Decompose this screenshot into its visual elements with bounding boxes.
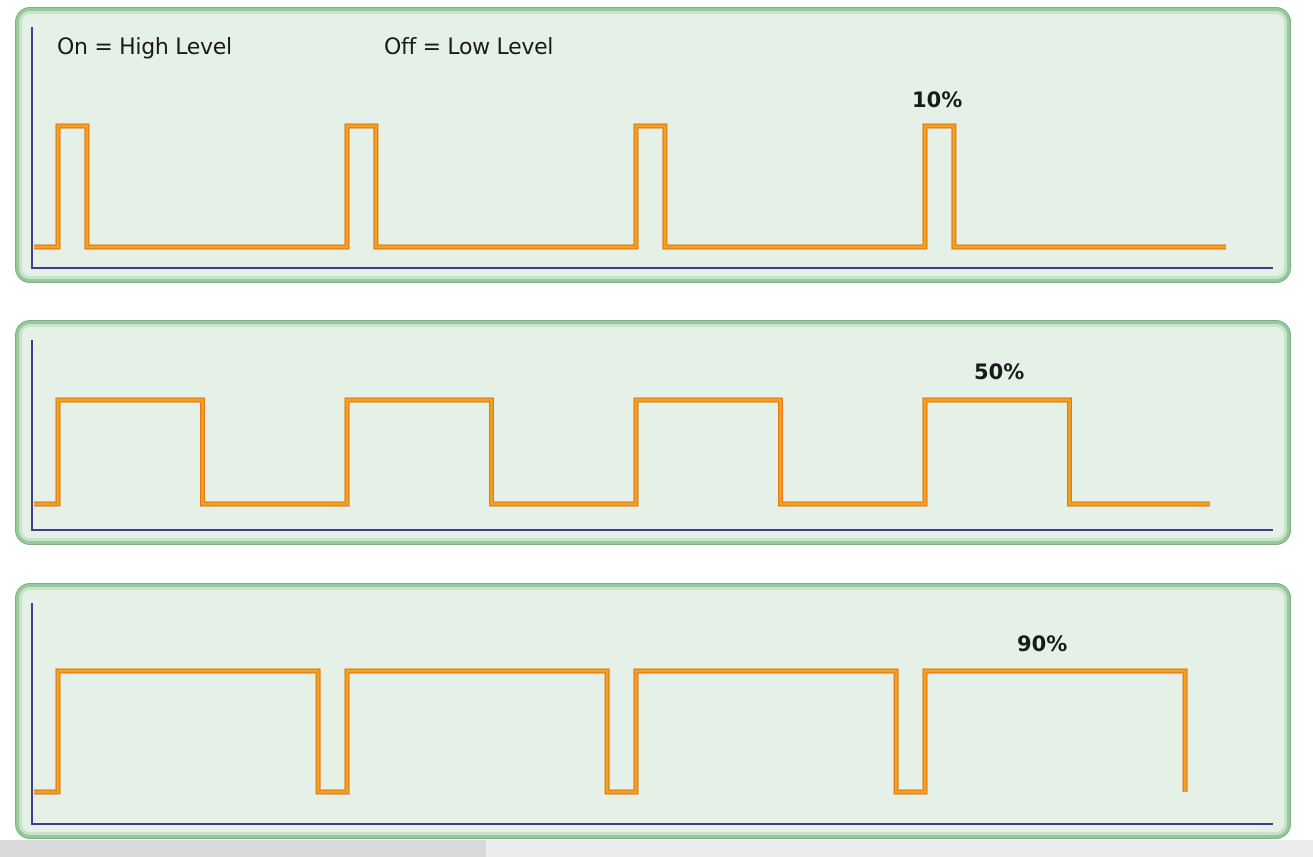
footer-bar xyxy=(0,840,486,857)
duty-cycle-label-10: 10% xyxy=(912,88,963,112)
signal-axis-horizontal xyxy=(31,529,1273,531)
signal-axis-vertical xyxy=(31,27,33,269)
off-low-level-label: Off = Low Level xyxy=(384,35,554,60)
duty-cycle-label-50: 50% xyxy=(974,360,1025,384)
signal-panel-90-percent: 90% xyxy=(16,584,1290,838)
duty-cycle-label-90: 90% xyxy=(1017,632,1068,656)
signal-axis-horizontal xyxy=(31,267,1273,269)
signal-axis-vertical xyxy=(31,340,33,531)
signal-axis-horizontal xyxy=(31,823,1273,825)
signal-panel-50-percent: 50% xyxy=(16,321,1290,544)
signal-axis-vertical xyxy=(31,603,33,825)
signal-panel-10-percent: On = High Level Off = Low Level 10% xyxy=(16,8,1290,282)
on-high-level-label: On = High Level xyxy=(57,35,232,60)
footer-bar-right xyxy=(486,840,1313,857)
